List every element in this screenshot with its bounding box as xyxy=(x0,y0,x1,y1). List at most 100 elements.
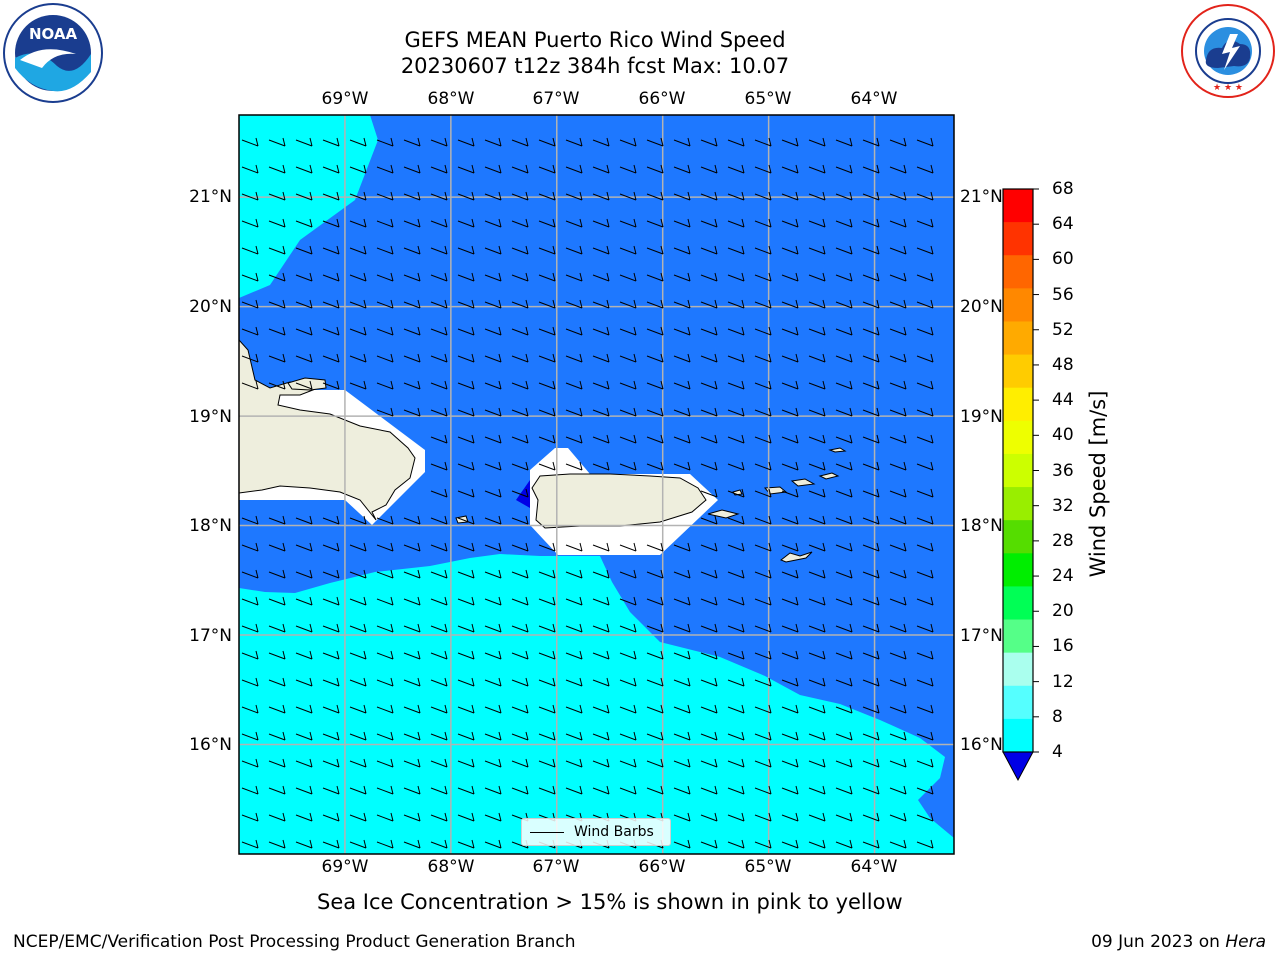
wind-barb xyxy=(754,758,772,768)
wind-barb xyxy=(403,326,421,336)
colorbar-tick-label: 36 xyxy=(1052,460,1074,481)
wind-barb xyxy=(565,758,583,768)
wind-barb xyxy=(835,353,853,363)
wind-barb xyxy=(241,839,259,849)
wind-barb xyxy=(916,515,934,525)
wind-barb xyxy=(916,218,934,228)
wind-barb xyxy=(376,704,394,714)
wind-barb xyxy=(889,623,907,633)
wind-barb xyxy=(700,515,718,525)
wind-barb xyxy=(241,758,259,768)
wind-barb xyxy=(727,272,745,282)
wind-barb xyxy=(268,299,286,309)
wind-barb xyxy=(727,353,745,363)
wind-barb xyxy=(808,785,826,795)
wind-barb xyxy=(862,569,880,579)
wind-barb xyxy=(484,542,502,552)
wind-barb xyxy=(322,380,340,390)
lon-tick-bottom: 69°W xyxy=(321,857,369,877)
wind-barb xyxy=(511,650,529,660)
wind-barb xyxy=(322,218,340,228)
wind-barb xyxy=(403,380,421,390)
colorbar-under-arrow xyxy=(1002,751,1034,782)
wind-barb xyxy=(646,380,664,390)
wind-barb xyxy=(538,218,556,228)
wind-barb xyxy=(727,218,745,228)
wind-barb xyxy=(538,272,556,282)
wind-barb xyxy=(835,191,853,201)
tortuga-island xyxy=(287,377,327,391)
wind-barb xyxy=(592,218,610,228)
wind-barb xyxy=(619,461,637,471)
wind-barb xyxy=(457,569,475,579)
wind-barb xyxy=(646,650,664,660)
wind-barb xyxy=(700,488,718,498)
wind-barb xyxy=(781,785,799,795)
wind-barb xyxy=(646,353,664,363)
wind-barb xyxy=(322,596,340,606)
wind-barb xyxy=(835,704,853,714)
wind-barb xyxy=(241,542,259,552)
wind-barb xyxy=(754,407,772,417)
wind-barb xyxy=(565,650,583,660)
wind-barb xyxy=(727,137,745,147)
wind-barb xyxy=(565,380,583,390)
wind-barb xyxy=(916,542,934,552)
wind-barb xyxy=(592,596,610,606)
wind-barb xyxy=(538,245,556,255)
wind-barb xyxy=(889,245,907,255)
wind-barb xyxy=(889,407,907,417)
lat-tick-left: 19°N xyxy=(189,407,232,427)
lat-tick-right: 20°N xyxy=(960,297,1003,317)
wind-barb xyxy=(673,434,691,444)
wind-barb xyxy=(268,812,286,822)
wind-barb xyxy=(295,515,313,525)
colorbar-segment xyxy=(1003,652,1033,687)
wind-barb xyxy=(862,380,880,390)
wind-barb xyxy=(889,137,907,147)
wind-barb xyxy=(565,542,583,552)
lon-tick-top: 68°W xyxy=(427,89,475,109)
wind-barb xyxy=(673,839,691,849)
wind-barb xyxy=(295,623,313,633)
wind-barb xyxy=(754,218,772,228)
wind-barb xyxy=(619,272,637,282)
wind-barb xyxy=(673,569,691,579)
vieques-island xyxy=(707,509,740,519)
wind-barb xyxy=(511,515,529,525)
wind-barb xyxy=(565,299,583,309)
wind-barb xyxy=(862,839,880,849)
wind-barb xyxy=(403,515,421,525)
wind-barb xyxy=(592,272,610,282)
wind-barb xyxy=(727,326,745,336)
wind-barb xyxy=(889,758,907,768)
wind-barb xyxy=(268,380,286,390)
wind-barb xyxy=(484,812,502,822)
wind-barb xyxy=(376,164,394,174)
wind-barb xyxy=(646,164,664,174)
wind-barb xyxy=(592,326,610,336)
wind-barb xyxy=(592,542,610,552)
wind-barb xyxy=(565,137,583,147)
wind-barb xyxy=(484,596,502,606)
colorbar-label: Wind Speed [m/s] xyxy=(1086,390,1110,578)
wind-barb xyxy=(511,245,529,255)
wind-barb xyxy=(457,785,475,795)
wind-barb xyxy=(781,299,799,309)
wind-barb xyxy=(808,515,826,525)
wind-barb xyxy=(781,623,799,633)
wind-barb xyxy=(403,569,421,579)
wind-barb xyxy=(700,569,718,579)
wind-barb xyxy=(916,164,934,174)
colorbar-tick-label: 8 xyxy=(1052,706,1063,727)
wind-barb xyxy=(700,218,718,228)
wind-barb xyxy=(403,218,421,228)
wind-barb xyxy=(511,623,529,633)
wind-barb xyxy=(349,596,367,606)
wind-barb xyxy=(511,461,529,471)
wind-barb xyxy=(700,677,718,687)
wind-barb xyxy=(538,704,556,714)
colorbar-segment xyxy=(1003,685,1033,720)
wind-barb xyxy=(295,353,313,363)
colorbar-segment xyxy=(1003,420,1033,455)
